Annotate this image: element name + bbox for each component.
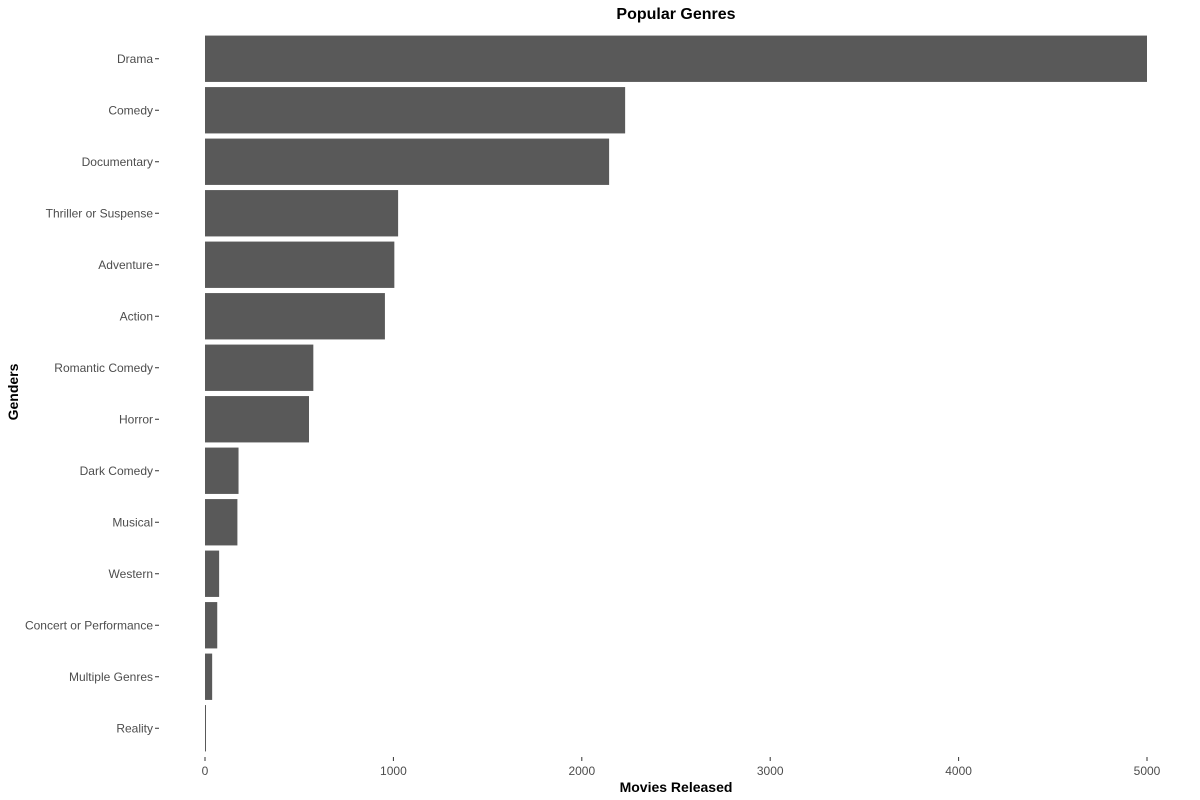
y-tick-label-action: Action [120,309,153,323]
bar-reality [205,705,206,752]
bar-documentary [205,138,610,185]
y-tick-label-musical: Musical [112,515,153,529]
bar-action [205,293,385,340]
y-tick-label-thriller-or-suspense: Thriller or Suspense [46,206,154,220]
y-tick-label-horror: Horror [119,412,153,426]
x-tick-label-3000: 3000 [757,764,784,778]
y-tick-label-drama: Drama [117,52,153,66]
x-tick-label-5000: 5000 [1134,764,1161,778]
bar-comedy [205,87,626,134]
bar-romantic-comedy [205,344,314,391]
chart-title: Popular Genres [616,6,735,23]
y-axis-title: Genders [5,363,21,420]
y-tick-label-western: Western [109,567,153,581]
x-tick-label-0: 0 [202,764,209,778]
x-tick-label-4000: 4000 [945,764,972,778]
y-tick-label-comedy: Comedy [108,103,153,117]
bar-thriller-or-suspense [205,190,399,237]
bar-western [205,550,220,597]
x-axis-title: Movies Released [620,779,733,795]
x-tick-label-1000: 1000 [380,764,407,778]
y-tick-label-multiple-genres: Multiple Genres [69,670,153,684]
bar-concert-or-performance [205,602,218,649]
bars-group [205,35,1147,752]
y-tick-label-documentary: Documentary [82,155,153,169]
bar-adventure [205,241,395,288]
bar-multiple-genres [205,653,213,700]
y-tick-label-concert-or-performance: Concert or Performance [25,618,153,632]
bar-musical [205,499,238,546]
bar-dark-comedy [205,447,239,494]
x-axis: 0 1000 2000 3000 4000 5000 [202,757,1161,778]
bar-horror [205,396,309,443]
y-tick-label-reality: Reality [116,721,153,735]
y-tick-label-romantic-comedy: Romantic Comedy [54,361,153,375]
x-tick-label-2000: 2000 [568,764,595,778]
bar-drama [205,35,1147,82]
y-tick-label-dark-comedy: Dark Comedy [80,464,153,478]
y-tick-label-adventure: Adventure [98,258,153,272]
y-axis: Drama Comedy Documentary Thriller or Suspen… [25,52,159,735]
